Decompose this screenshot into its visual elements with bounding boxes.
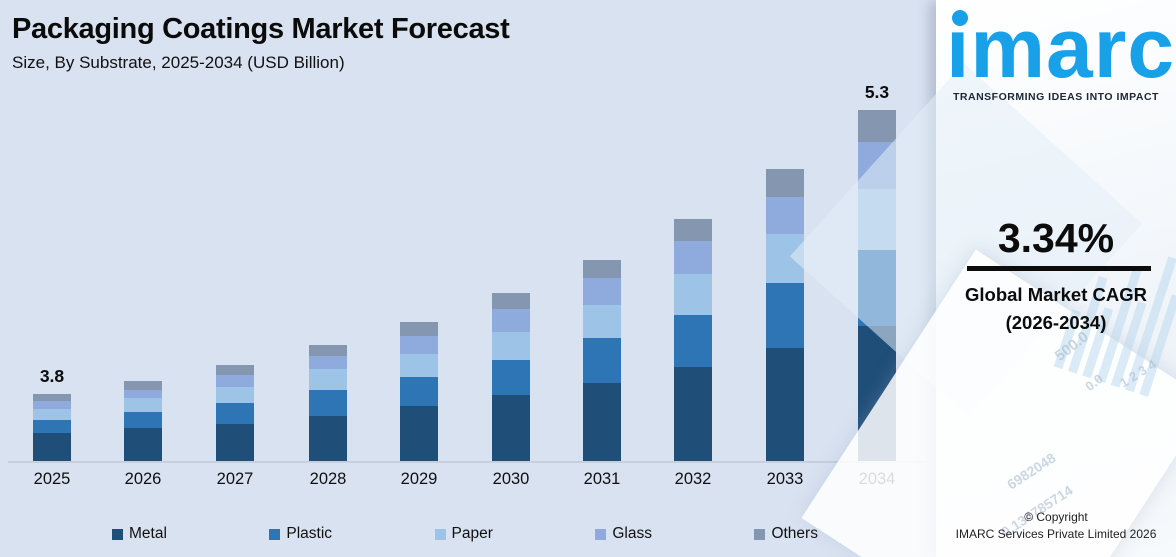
bar-segment-metal xyxy=(583,383,621,461)
bar-segment-metal xyxy=(766,348,804,461)
x-tick-2030: 2030 xyxy=(492,470,530,488)
bar-segment-plastic xyxy=(400,377,438,406)
legend: Metal Plastic Paper Glass Others xyxy=(112,525,818,543)
bar-segment-others xyxy=(33,394,71,401)
brand-panel: 500.0 0.0 1 2 3 4 6982048 0.134785714 ımarc … xyxy=(789,0,1176,557)
legend-swatch-icon xyxy=(112,528,123,540)
bar-segment-plastic xyxy=(33,420,71,433)
bar-segment-paper xyxy=(583,305,621,338)
x-tick-2026: 2026 xyxy=(124,470,162,488)
bar-segment-glass xyxy=(400,336,438,354)
bar-segment-others xyxy=(583,260,621,278)
bar-segment-glass xyxy=(674,241,712,274)
legend-label: Paper xyxy=(451,525,493,542)
bar-segment-others xyxy=(674,219,712,241)
legend-item-others: Others xyxy=(754,525,818,543)
bar-segment-metal xyxy=(674,367,712,461)
bar-segment-glass xyxy=(492,309,530,332)
legend-item-paper: Paper xyxy=(434,525,493,543)
legend-swatch-icon xyxy=(434,528,446,540)
legend-swatch-icon xyxy=(595,528,607,540)
bar-segment-metal xyxy=(492,395,530,461)
bar-segment-plastic xyxy=(216,403,254,424)
bar-2027 xyxy=(216,365,254,461)
bar-segment-paper xyxy=(309,369,347,390)
imarc-logo-dot-icon xyxy=(952,10,968,26)
bar-segment-glass xyxy=(309,356,347,369)
legend-item-metal: Metal xyxy=(112,525,167,543)
bar-segment-others xyxy=(309,345,347,356)
cagr-label: Global Market CAGR xyxy=(965,284,1147,305)
bar-segment-paper xyxy=(216,387,254,403)
legend-item-glass: Glass xyxy=(595,525,652,543)
bar-segment-paper xyxy=(492,332,530,360)
x-tick-2029: 2029 xyxy=(400,470,438,488)
bar-segment-metal xyxy=(33,433,71,461)
x-tick-2025: 2025 xyxy=(33,470,71,488)
bar-segment-metal xyxy=(400,406,438,461)
legend-label: Glass xyxy=(612,525,652,542)
legend-swatch-icon xyxy=(754,528,766,540)
chart-header: Packaging Coatings Market Forecast Size,… xyxy=(12,13,510,73)
bar-segment-plastic xyxy=(583,338,621,383)
bar-segment-glass xyxy=(124,390,162,398)
bar-segment-plastic xyxy=(766,283,804,348)
bar-segment-others xyxy=(492,293,530,309)
copyright-line2: IMARC Services Private Limited 2026 xyxy=(955,527,1157,541)
x-tick-2032: 2032 xyxy=(674,470,712,488)
cagr-value: 3.34% xyxy=(997,215,1115,261)
bar-segment-paper xyxy=(674,274,712,315)
x-tick-2033: 2033 xyxy=(766,470,804,488)
bar-2026 xyxy=(124,381,162,461)
bar-segment-paper xyxy=(124,398,162,412)
bar-segment-glass xyxy=(33,401,71,409)
bar-segment-paper xyxy=(33,409,71,420)
cagr-underline xyxy=(967,266,1151,271)
page-subtitle: Size, By Substrate, 2025-2034 (USD Billi… xyxy=(12,52,345,72)
bar-segment-plastic xyxy=(124,412,162,428)
copyright-line1: © Copyright xyxy=(1024,510,1088,524)
bar-2031 xyxy=(583,260,621,461)
bar-segment-plastic xyxy=(309,390,347,416)
bar-segment-others xyxy=(400,322,438,336)
bar-total-label-2025: 3.8 xyxy=(39,366,65,386)
bar-segment-others xyxy=(124,381,162,390)
legend-label: Plastic xyxy=(286,525,333,542)
bar-segment-others xyxy=(216,365,254,375)
x-tick-2028: 2028 xyxy=(309,470,347,488)
cagr-years: (2026-2034) xyxy=(1005,312,1107,333)
bar-segment-others xyxy=(858,110,896,142)
bar-2028 xyxy=(309,345,347,461)
bar-segment-glass xyxy=(583,278,621,305)
bar-segment-metal xyxy=(124,428,162,461)
bar-segment-plastic xyxy=(674,315,712,367)
copyright: © Copyright IMARC Services Private Limit… xyxy=(936,510,1176,541)
bar-segment-plastic xyxy=(492,360,530,395)
imarc-tagline: TRANSFORMING IDEAS INTO IMPACT xyxy=(953,91,1159,103)
plot-area: 20253.8202620272028202920302031203220332… xyxy=(8,82,924,488)
imarc-logo-text: ımarc xyxy=(946,1,1176,95)
page-title: Packaging Coatings Market Forecast xyxy=(12,13,510,45)
x-axis-line xyxy=(8,461,924,463)
bar-segment-metal xyxy=(309,416,347,461)
bar-segment-glass xyxy=(216,375,254,387)
bar-segment-paper xyxy=(400,354,438,377)
bar-2029 xyxy=(400,322,438,461)
legend-label: Metal xyxy=(129,525,167,542)
bar-segment-glass xyxy=(766,197,804,234)
bar-segment-others xyxy=(766,169,804,197)
bar-total-label-2034: 5.3 xyxy=(864,82,890,102)
bar-segment-metal xyxy=(216,424,254,461)
x-tick-2031: 2031 xyxy=(583,470,621,488)
bar-2030 xyxy=(492,293,530,461)
chart-section: 20253.8202620272028202920302031203220332… xyxy=(8,13,924,543)
legend-item-plastic: Plastic xyxy=(269,525,332,543)
x-tick-2027: 2027 xyxy=(216,470,254,488)
legend-label: Others xyxy=(771,525,818,542)
bar-2032 xyxy=(674,219,712,461)
legend-swatch-icon xyxy=(269,528,281,540)
bar-2025 xyxy=(33,394,71,461)
bar-2033 xyxy=(766,169,804,461)
